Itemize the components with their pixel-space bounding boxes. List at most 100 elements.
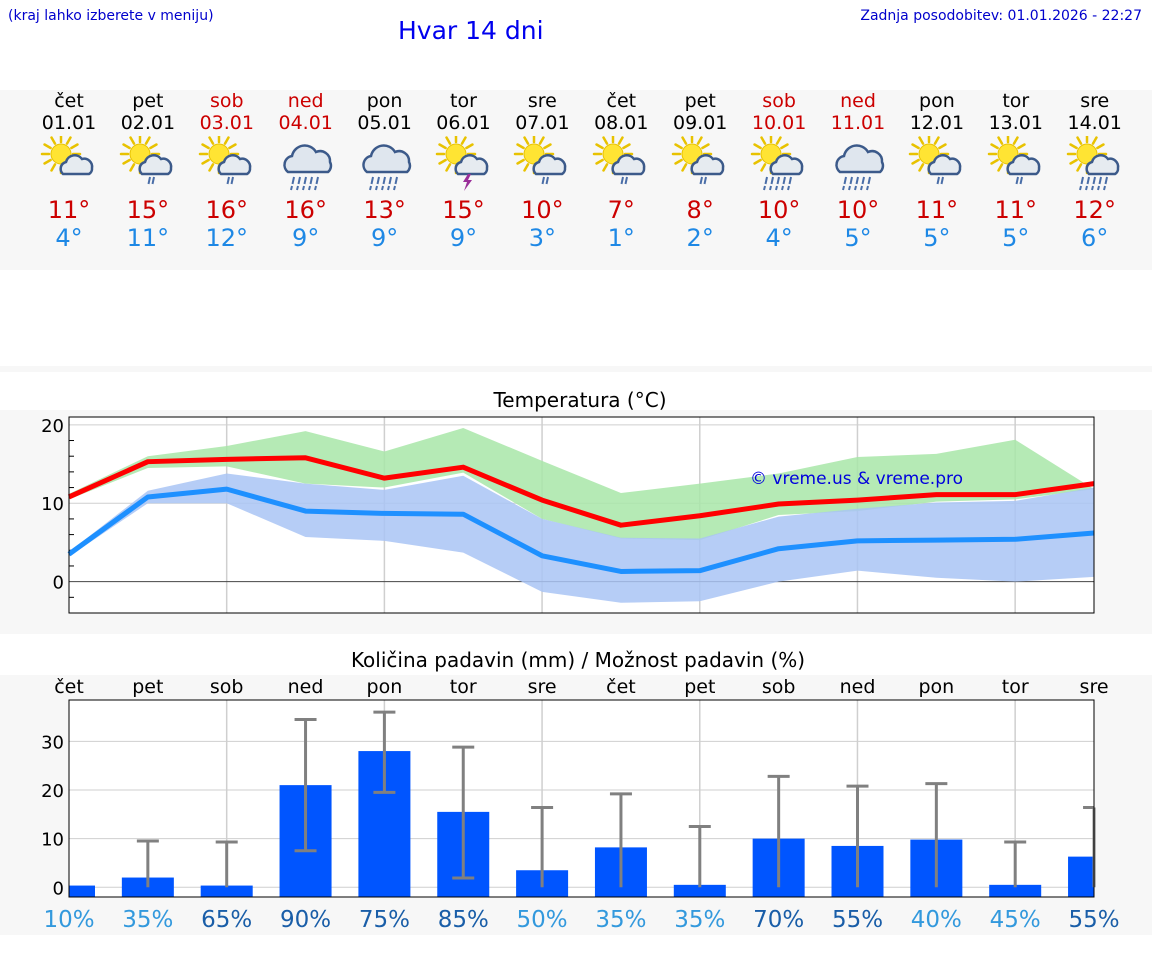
daily-forecast-band: čet 01.01 11° 4° pet 02.01 15° 11° sob 03.01 16° 12… — [0, 90, 1152, 270]
day-name: sre — [1080, 90, 1110, 112]
max-temperature: 10° — [757, 196, 801, 224]
rain-icon — [699, 176, 708, 185]
min-temperature: 4° — [55, 224, 83, 252]
min-temperature: 3° — [528, 224, 557, 252]
day-column: tor 13.01 11° 5° — [976, 90, 1056, 252]
location-menu-hint[interactable]: (kraj lahko izberete v meniju) — [8, 8, 214, 24]
cloud-icon — [927, 154, 962, 176]
precipitation-probability: 35% — [595, 907, 646, 933]
day-column: pet 02.01 15° 11° — [108, 90, 188, 252]
category-label: sob — [210, 676, 244, 698]
precipitation-probability: 35% — [122, 907, 173, 933]
day-date: 11.01 — [830, 112, 886, 134]
precipitation-probability: 75% — [359, 907, 410, 933]
category-label: sob — [762, 676, 796, 698]
sun-cloud-rain-icon — [197, 133, 257, 192]
day-date: 13.01 — [988, 112, 1043, 134]
day-column: pet 09.01 8° 2° — [660, 90, 740, 252]
day-date: 08.01 — [594, 112, 649, 134]
max-temperature: 15° — [126, 196, 170, 224]
day-date: 14.01 — [1067, 112, 1122, 134]
precipitation-bar — [673, 884, 726, 897]
day-column: ned 11.01 10° 5° — [818, 90, 898, 252]
sun-cloud-rain-icon — [986, 133, 1046, 192]
cloud-icon — [690, 154, 725, 176]
cloud-icon — [1006, 154, 1041, 176]
cloud-heavy-rain-icon — [828, 136, 888, 192]
cloud-icon — [453, 154, 488, 176]
y-tick-label: 20 — [41, 416, 64, 437]
precipitation-bar — [69, 885, 95, 897]
last-updated: Zadnja posodobitev: 01.01.2026 - 22:27 — [860, 8, 1142, 24]
rain-icon — [226, 176, 234, 185]
cloud-icon — [611, 154, 646, 176]
max-temperature: 16° — [205, 196, 249, 224]
category-label: pet — [132, 676, 163, 698]
day-date: 09.01 — [672, 112, 728, 134]
day-name: pet — [132, 90, 164, 112]
plot-border — [68, 416, 1095, 614]
sun-cloud-heavy-rain-icon — [749, 133, 809, 192]
rain-icon — [289, 176, 319, 191]
sun-cloud-icon — [39, 133, 99, 192]
max-temperature: 8° — [686, 196, 714, 224]
cloud-heavy-rain-icon — [276, 136, 336, 192]
day-name: pet — [684, 90, 716, 112]
category-label: tor — [1002, 676, 1029, 698]
max-temperature: 7° — [607, 196, 635, 224]
precipitation-probability: 70% — [753, 907, 804, 933]
day-column: pon 12.01 11° 5° — [897, 90, 977, 252]
y-tick-label: 10 — [41, 494, 64, 515]
day-column: sre 07.01 10° 3° — [502, 90, 582, 252]
max-temperature: 12° — [1073, 196, 1116, 224]
page-title: Hvar 14 dni — [398, 16, 544, 45]
min-temperature-line — [67, 486, 1095, 574]
rain-icon — [541, 176, 550, 185]
category-label: pet — [684, 676, 715, 698]
max-temperature-line — [67, 455, 1095, 528]
precipitation-probability: 85% — [438, 907, 489, 933]
cloud-icon — [532, 154, 567, 176]
max-temperature: 11° — [994, 196, 1038, 224]
day-name: pon — [366, 90, 403, 112]
plot-border — [68, 699, 1095, 898]
day-date: 04.01 — [278, 112, 333, 134]
day-column: čet 08.01 7° 1° — [581, 90, 661, 252]
day-column: sob 10.01 10° 4° — [739, 90, 819, 252]
precipitation-probability: 40% — [911, 907, 962, 933]
day-name: sre — [527, 90, 557, 112]
day-name: sob — [210, 90, 244, 112]
max-temperature: 10° — [521, 196, 564, 224]
y-tick-label: 0 — [53, 878, 64, 899]
day-date: 01.01 — [41, 112, 97, 134]
sun-cloud-rain-icon — [118, 133, 178, 192]
separator-band — [0, 366, 1152, 372]
min-temperature: 12° — [205, 224, 249, 252]
day-name: sob — [762, 90, 796, 112]
min-temperature-band — [69, 473, 1094, 603]
day-date: 06.01 — [436, 112, 491, 134]
cloud-icon — [138, 154, 173, 176]
max-temperature: 10° — [836, 196, 880, 224]
rain-icon — [368, 176, 398, 191]
day-date: 05.01 — [357, 112, 412, 134]
min-temperature: 5° — [844, 224, 872, 252]
day-name: ned — [287, 90, 324, 112]
rain-icon — [763, 176, 793, 191]
category-label: sre — [528, 676, 557, 698]
cloud-icon — [59, 154, 94, 176]
precipitation-chart: Količina padavin (mm) / Možnost padavin … — [41, 648, 1120, 933]
max-temperature-band — [69, 427, 1094, 541]
category-label: sre — [1080, 676, 1109, 698]
lightning-icon — [462, 174, 472, 191]
rain-icon — [147, 176, 155, 185]
day-date: 03.01 — [199, 112, 254, 134]
precipitation-probability: 10% — [43, 907, 94, 933]
day-date: 10.01 — [751, 112, 807, 134]
precipitation-chart-title: Količina padavin (mm) / Možnost padavin … — [351, 648, 805, 672]
cloud-icon — [361, 144, 411, 174]
max-temperature: 11° — [47, 196, 91, 224]
sun-cloud-rain-icon — [670, 133, 730, 192]
cloud-icon — [769, 154, 804, 176]
min-temperature: 9° — [370, 224, 399, 252]
